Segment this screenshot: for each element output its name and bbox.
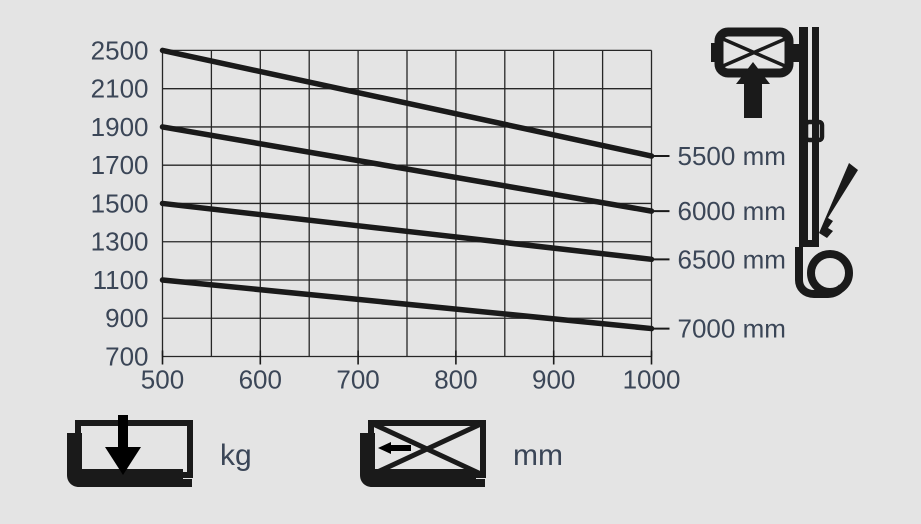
svg-text:600: 600	[239, 365, 282, 395]
svg-text:500: 500	[141, 365, 184, 395]
svg-text:2100: 2100	[91, 74, 149, 104]
svg-text:800: 800	[434, 365, 477, 395]
svg-text:6000 mm: 6000 mm	[678, 196, 786, 226]
svg-text:mm: mm	[513, 439, 563, 472]
svg-text:1900: 1900	[91, 112, 149, 142]
svg-text:1000: 1000	[623, 365, 681, 395]
svg-text:900: 900	[532, 365, 575, 395]
svg-text:kg: kg	[220, 439, 252, 472]
svg-text:2500: 2500	[91, 35, 149, 65]
svg-text:1500: 1500	[91, 188, 149, 218]
svg-text:7000 mm: 7000 mm	[678, 314, 786, 344]
svg-text:1700: 1700	[91, 150, 149, 180]
svg-text:5500 mm: 5500 mm	[678, 141, 786, 171]
svg-text:6500 mm: 6500 mm	[678, 244, 786, 274]
svg-text:900: 900	[105, 303, 148, 333]
svg-text:1100: 1100	[93, 265, 149, 295]
svg-text:1300: 1300	[91, 227, 149, 257]
svg-text:700: 700	[336, 365, 379, 395]
